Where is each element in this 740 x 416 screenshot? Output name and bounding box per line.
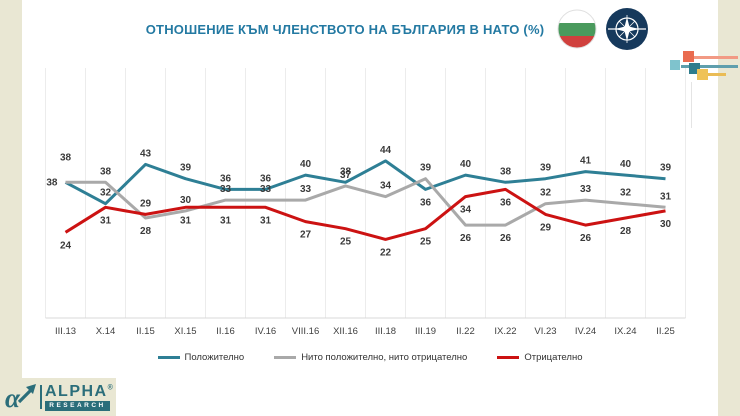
- svg-text:32: 32: [100, 188, 112, 199]
- logo-subtext: RESEARCH: [45, 401, 110, 411]
- svg-text:40: 40: [460, 159, 472, 170]
- svg-text:31: 31: [220, 215, 232, 226]
- svg-text:III.13: III.13: [55, 326, 76, 337]
- svg-text:29: 29: [140, 198, 152, 209]
- svg-text:39: 39: [420, 163, 432, 174]
- svg-text:44: 44: [380, 145, 392, 156]
- decor-square-lightblue: [670, 60, 680, 70]
- svg-text:36: 36: [220, 173, 232, 184]
- svg-text:28: 28: [620, 226, 632, 237]
- svg-text:36: 36: [420, 197, 432, 208]
- svg-text:II.16: II.16: [216, 326, 235, 337]
- svg-text:32: 32: [540, 188, 552, 199]
- chart-legend: Положително Нито положително, нито отриц…: [22, 352, 718, 363]
- decor-line-teal: [681, 65, 738, 68]
- decor-vertical-line: [691, 82, 692, 128]
- svg-text:XI.15: XI.15: [174, 326, 196, 337]
- legend-item-negative: Отрицателно: [497, 352, 582, 363]
- svg-text:34: 34: [380, 181, 392, 192]
- svg-text:38: 38: [46, 177, 58, 188]
- svg-text:38: 38: [500, 166, 512, 177]
- svg-text:28: 28: [140, 226, 152, 237]
- svg-text:II.25: II.25: [656, 326, 675, 337]
- svg-text:40: 40: [620, 159, 632, 170]
- svg-text:IX.22: IX.22: [494, 326, 516, 337]
- svg-text:26: 26: [460, 233, 472, 244]
- decor-line-salmon: [694, 56, 738, 59]
- svg-text:36: 36: [500, 197, 512, 208]
- svg-text:VI.23: VI.23: [534, 326, 556, 337]
- decor-square-orange: [683, 51, 694, 62]
- svg-text:27: 27: [300, 230, 312, 241]
- decor-square-darkteal: [689, 63, 700, 74]
- svg-text:26: 26: [580, 233, 592, 244]
- legend-item-neutral: Нито положително, нито отрицателно: [274, 352, 467, 363]
- svg-text:33: 33: [220, 184, 232, 195]
- svg-text:31: 31: [660, 191, 672, 202]
- page-title: ОТНОШЕНИЕ КЪМ ЧЛЕНСТВОТО НА БЪЛГАРИЯ В Н…: [145, 22, 545, 37]
- svg-text:40: 40: [300, 159, 312, 170]
- svg-text:α: α: [5, 383, 21, 413]
- legend-dash-positive: [157, 356, 180, 359]
- nato-emblem-icon: [606, 8, 648, 50]
- svg-text:30: 30: [180, 195, 192, 206]
- svg-text:II.15: II.15: [136, 326, 155, 337]
- legend-label: Отрицателно: [524, 352, 583, 363]
- svg-text:37: 37: [340, 170, 352, 181]
- svg-text:25: 25: [340, 237, 352, 248]
- svg-text:33: 33: [580, 184, 592, 195]
- svg-text:XII.16: XII.16: [333, 326, 358, 337]
- decor-square-yellow: [697, 69, 708, 80]
- alpha-research-logo: α ALPHA® RESEARCH: [0, 378, 116, 416]
- svg-text:39: 39: [660, 163, 672, 174]
- registered-mark: ®: [107, 384, 115, 392]
- svg-text:41: 41: [580, 156, 592, 167]
- logo-brand-text: ALPHA®: [45, 383, 115, 400]
- left-side-strip: [0, 0, 22, 416]
- right-side-strip: [718, 0, 740, 416]
- legend-item-positive: Положително: [157, 352, 245, 363]
- svg-text:26: 26: [500, 233, 512, 244]
- alpha-glyph-icon: α: [4, 381, 40, 416]
- svg-text:32: 32: [620, 188, 632, 199]
- svg-text:II.22: II.22: [456, 326, 475, 337]
- svg-text:IX.24: IX.24: [614, 326, 636, 337]
- svg-text:33: 33: [260, 184, 272, 195]
- svg-text:IV.16: IV.16: [255, 326, 276, 337]
- legend-label: Нито положително, нито отрицателно: [301, 352, 468, 363]
- svg-text:38: 38: [60, 152, 72, 163]
- svg-text:39: 39: [180, 163, 192, 174]
- legend-label: Положително: [184, 352, 245, 363]
- svg-text:III.18: III.18: [375, 326, 396, 337]
- svg-text:31: 31: [100, 215, 112, 226]
- logo-divider: [40, 385, 42, 409]
- svg-text:43: 43: [140, 148, 152, 159]
- svg-text:IV.24: IV.24: [575, 326, 596, 337]
- svg-text:31: 31: [260, 215, 272, 226]
- svg-text:31: 31: [180, 215, 192, 226]
- svg-text:22: 22: [380, 247, 392, 258]
- svg-text:25: 25: [420, 237, 432, 248]
- svg-text:30: 30: [660, 219, 672, 230]
- svg-text:X.14: X.14: [96, 326, 116, 337]
- legend-dash-negative: [497, 356, 520, 359]
- svg-text:VIII.16: VIII.16: [292, 326, 319, 337]
- bulgaria-flag-icon: [557, 9, 597, 49]
- legend-dash-neutral: [274, 356, 297, 359]
- svg-text:38: 38: [100, 166, 112, 177]
- svg-text:33: 33: [300, 184, 312, 195]
- svg-text:39: 39: [540, 163, 552, 174]
- svg-text:29: 29: [540, 222, 552, 233]
- svg-text:24: 24: [60, 240, 72, 251]
- header-icons: [556, 8, 652, 52]
- decor-line-yellow: [707, 73, 726, 76]
- svg-text:36: 36: [260, 173, 272, 184]
- svg-text:III.19: III.19: [415, 326, 436, 337]
- svg-text:38: 38: [340, 166, 352, 177]
- svg-text:34: 34: [460, 205, 472, 216]
